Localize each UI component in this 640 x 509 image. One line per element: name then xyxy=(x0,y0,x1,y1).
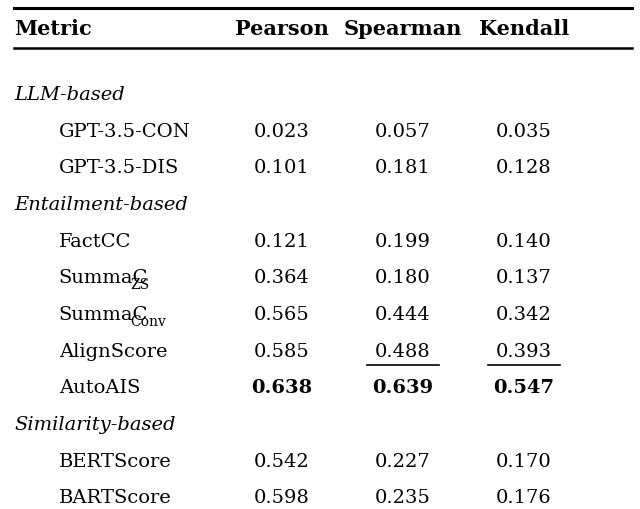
Text: Entailment-based: Entailment-based xyxy=(14,195,188,213)
Text: Pearson: Pearson xyxy=(235,19,329,39)
Text: BARTScore: BARTScore xyxy=(59,489,172,506)
Text: LLM-based: LLM-based xyxy=(14,86,125,104)
Text: GPT-3.5-DIS: GPT-3.5-DIS xyxy=(59,159,179,177)
Text: 0.035: 0.035 xyxy=(496,122,552,140)
Text: AutoAIS: AutoAIS xyxy=(59,379,140,397)
Text: 0.180: 0.180 xyxy=(375,269,431,287)
Text: 0.598: 0.598 xyxy=(254,489,310,506)
Text: Similarity-based: Similarity-based xyxy=(14,415,175,433)
Text: Conv: Conv xyxy=(130,314,166,328)
Text: FactCC: FactCC xyxy=(59,232,131,250)
Text: 0.057: 0.057 xyxy=(375,122,431,140)
Text: 0.585: 0.585 xyxy=(254,342,310,360)
Text: 0.547: 0.547 xyxy=(493,379,554,397)
Text: Metric: Metric xyxy=(14,19,92,39)
Text: 0.121: 0.121 xyxy=(254,232,310,250)
Text: GPT-3.5-CON: GPT-3.5-CON xyxy=(59,122,191,140)
Text: SummaC: SummaC xyxy=(59,305,148,323)
Text: 0.393: 0.393 xyxy=(496,342,552,360)
Text: 0.342: 0.342 xyxy=(496,305,552,323)
Text: 0.364: 0.364 xyxy=(254,269,310,287)
Text: 0.170: 0.170 xyxy=(496,452,552,470)
Text: 0.023: 0.023 xyxy=(254,122,310,140)
Text: Spearman: Spearman xyxy=(344,19,462,39)
Text: 0.137: 0.137 xyxy=(496,269,552,287)
Text: 0.235: 0.235 xyxy=(375,489,431,506)
Text: SummaC: SummaC xyxy=(59,269,148,287)
Text: 0.227: 0.227 xyxy=(375,452,431,470)
Text: BERTScore: BERTScore xyxy=(59,452,172,470)
Text: 0.638: 0.638 xyxy=(252,379,312,397)
Text: ZS: ZS xyxy=(130,277,149,291)
Text: 0.542: 0.542 xyxy=(254,452,310,470)
Text: 0.140: 0.140 xyxy=(496,232,552,250)
Text: Kendall: Kendall xyxy=(479,19,569,39)
Text: 0.101: 0.101 xyxy=(254,159,310,177)
Text: 0.565: 0.565 xyxy=(254,305,310,323)
Text: 0.176: 0.176 xyxy=(496,489,552,506)
Text: 0.444: 0.444 xyxy=(375,305,431,323)
Text: 0.181: 0.181 xyxy=(375,159,431,177)
Text: 0.128: 0.128 xyxy=(496,159,552,177)
Text: 0.199: 0.199 xyxy=(375,232,431,250)
Text: AlignScore: AlignScore xyxy=(59,342,167,360)
Text: 0.639: 0.639 xyxy=(372,379,433,397)
Text: 0.488: 0.488 xyxy=(375,342,431,360)
